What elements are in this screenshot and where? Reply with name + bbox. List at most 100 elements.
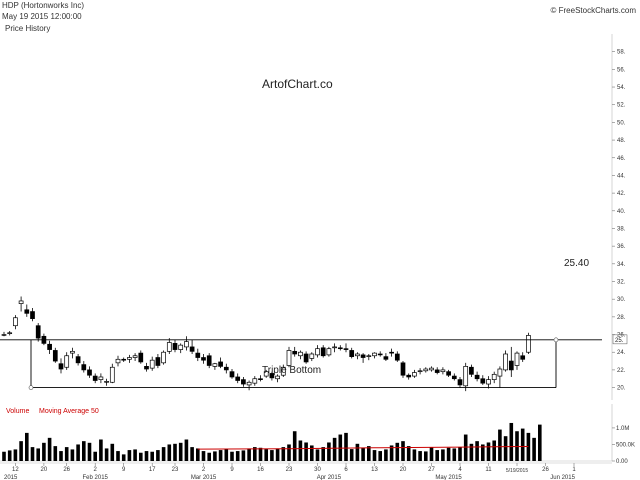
volume-bar bbox=[235, 451, 240, 461]
candle-down bbox=[52, 350, 58, 362]
volume-bar bbox=[441, 449, 445, 461]
volume-bar bbox=[503, 436, 508, 461]
volume-bar bbox=[150, 451, 154, 461]
volume-bar bbox=[344, 432, 348, 461]
candle-up bbox=[514, 352, 520, 366]
volume-bar bbox=[469, 443, 474, 461]
volume-bar bbox=[196, 448, 200, 461]
volume-bar bbox=[315, 449, 320, 461]
brand-label[interactable]: © FreeStockCharts.com bbox=[550, 6, 636, 15]
candle-up bbox=[326, 348, 332, 356]
date-tick-label: 9 bbox=[122, 467, 126, 473]
candle-down bbox=[469, 366, 474, 375]
candle-down bbox=[155, 357, 161, 366]
candle-up bbox=[18, 300, 24, 304]
candle-down bbox=[87, 369, 92, 376]
candle-up bbox=[132, 355, 138, 358]
candle-up bbox=[309, 353, 315, 359]
price-axis-tick-label: 34. bbox=[617, 262, 626, 268]
volume-bar bbox=[19, 441, 23, 461]
volume-bar bbox=[7, 450, 12, 461]
candle-up bbox=[127, 357, 132, 360]
volume-bar bbox=[418, 451, 422, 461]
volume-bar bbox=[538, 424, 542, 461]
candle-down bbox=[58, 363, 64, 370]
volume-axis-tick-label: 0.00 bbox=[616, 459, 628, 465]
volume-bar bbox=[144, 451, 149, 461]
candle-up bbox=[149, 359, 155, 369]
candle-up bbox=[463, 366, 469, 387]
date-tick-label: 27 bbox=[428, 467, 435, 473]
volume-bar bbox=[30, 447, 35, 461]
candle-down bbox=[360, 354, 366, 358]
candle-down bbox=[457, 379, 463, 386]
candle-up bbox=[486, 379, 491, 385]
month-label: May 2015 bbox=[435, 475, 462, 480]
candle-up bbox=[104, 381, 109, 383]
volume-bar bbox=[281, 447, 286, 461]
date-tick-label: 12 bbox=[12, 467, 19, 473]
price-axis-tick-label: 42. bbox=[617, 191, 626, 197]
volume-bar bbox=[241, 450, 246, 461]
volume-bar bbox=[25, 432, 29, 461]
volume-bar bbox=[207, 452, 211, 461]
volume-bar bbox=[292, 431, 297, 461]
volume-bar bbox=[190, 447, 194, 461]
volume-bar bbox=[355, 443, 360, 461]
candle-down bbox=[446, 371, 451, 376]
candle-down bbox=[201, 357, 206, 361]
candle-down bbox=[520, 355, 526, 360]
volume-bar bbox=[36, 448, 40, 461]
price-axis-tick-label: 54. bbox=[617, 85, 626, 91]
price-axis-tick-label: 38. bbox=[617, 226, 626, 232]
candle-down bbox=[406, 374, 412, 378]
volume-axis-tick-label: 500.0K bbox=[616, 442, 635, 448]
volume-bar bbox=[332, 437, 337, 461]
candle-down bbox=[394, 353, 400, 361]
date-tick-label: 13 bbox=[371, 467, 378, 473]
candle-down bbox=[223, 366, 229, 371]
candle-up bbox=[440, 369, 446, 373]
candle-down bbox=[24, 309, 30, 314]
volume-bar bbox=[486, 442, 491, 461]
price-axis-tick-label: 48. bbox=[617, 138, 626, 144]
date-tick-label: 23 bbox=[286, 467, 293, 473]
price-axis-tick-label: 26. bbox=[617, 333, 626, 339]
volume-bar bbox=[361, 447, 365, 461]
candle-down bbox=[92, 375, 98, 381]
volume-bar bbox=[412, 449, 417, 461]
candle-down bbox=[35, 325, 41, 339]
volume-bar bbox=[133, 449, 137, 461]
volume-bar bbox=[218, 450, 223, 461]
candle-up bbox=[184, 341, 189, 348]
volume-bar bbox=[230, 451, 234, 461]
volume-bar bbox=[509, 422, 514, 461]
date-tick-label: 11 bbox=[485, 467, 492, 473]
price-axis-tick-label: 24. bbox=[617, 350, 626, 356]
volume-bar bbox=[389, 445, 394, 461]
volume-bar bbox=[498, 429, 502, 461]
candle-down bbox=[138, 352, 144, 363]
candle-up bbox=[429, 367, 434, 371]
price-axis-tick-label: 50. bbox=[617, 120, 626, 126]
candle-down bbox=[292, 350, 298, 355]
candle-up bbox=[503, 353, 508, 371]
candle-up bbox=[166, 342, 172, 352]
date-tick-label: 16 bbox=[257, 467, 264, 473]
candle-up bbox=[497, 368, 503, 377]
candle-up bbox=[366, 355, 372, 357]
pattern-box-anchor bbox=[553, 337, 559, 343]
price-tag-box bbox=[612, 334, 628, 345]
date-tick-label: 23 bbox=[172, 467, 179, 473]
volume-bar bbox=[452, 448, 457, 461]
volume-bar bbox=[156, 450, 160, 461]
pattern-label: Triple Bottom bbox=[262, 365, 321, 376]
candle-down bbox=[269, 373, 275, 379]
volume-bar bbox=[93, 451, 97, 461]
month-label: Mar 2015 bbox=[191, 475, 217, 480]
price-axis-tick-label: 40. bbox=[617, 209, 626, 215]
candle-down bbox=[218, 361, 223, 367]
candle-up bbox=[98, 376, 104, 380]
volume-bar bbox=[270, 450, 274, 461]
symbol-title: HDP (Hortonworks Inc) bbox=[2, 1, 85, 10]
